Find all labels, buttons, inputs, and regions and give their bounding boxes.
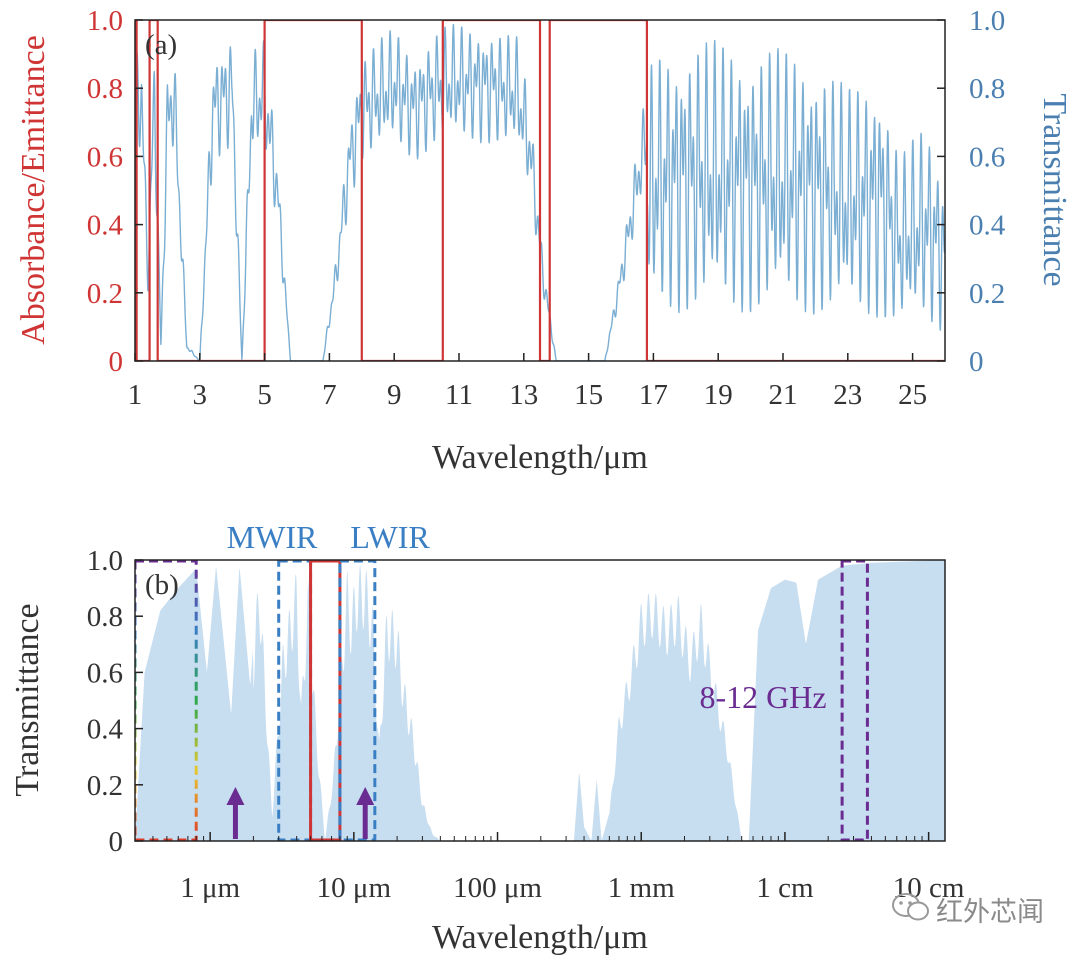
panel-label-b: (b) — [145, 569, 179, 601]
y-tick-label-left-a: 1.0 — [87, 5, 123, 37]
x-tick-label-b: 1 mm — [608, 872, 675, 904]
y-tick-label-b: 1.0 — [87, 545, 123, 577]
x-tick-label-a: 1 — [128, 379, 143, 411]
y-tick-label-right-a: 0.4 — [969, 210, 1006, 242]
y-tick-label-left-a: 0 — [109, 346, 124, 378]
x-ticks-b: 1 μm 10 μm 100 μm 1 mm 1 cm 10 cm — [134, 832, 965, 904]
x-tick-label-a: 13 — [509, 379, 538, 411]
y-ticks-left-a: 0 0.2 0.4 0.6 0.8 1.0 — [87, 5, 143, 378]
band-lwir — [338, 560, 377, 841]
x-tick-label-b: 1 μm — [180, 872, 240, 904]
chart-panel-a: 1 3 5 7 9 11 13 15 17 19 21 23 25 00.20.40.60.81.0 0… — [15, 5, 1073, 476]
x-tick-label-a: 3 — [193, 379, 208, 411]
x-tick-label-a: 15 — [574, 379, 603, 411]
x-ticks-a: 1 3 5 7 9 11 13 15 17 19 21 23 25 — [128, 353, 927, 411]
y-axis-label-left-a: Absorbance/Emittance — [15, 35, 52, 345]
y-tick-label-left-a: 0.8 — [87, 73, 123, 105]
x-tick-label-a: 7 — [322, 379, 337, 411]
x-tick-label-a: 17 — [639, 379, 668, 411]
y-tick-label-right-a: 0.6 — [969, 141, 1005, 173]
absorbance-line — [135, 20, 945, 361]
mwir-label: MWIR — [227, 519, 318, 555]
y-tick-label-b: 0 — [109, 826, 124, 858]
ghz-label: 8-12 GHz — [699, 679, 826, 715]
panel-label-a: (a) — [145, 29, 177, 61]
y-tick-label-right-a: 0.2 — [969, 278, 1005, 310]
x-tick-label-a: 25 — [898, 379, 927, 411]
arrow-head — [356, 787, 375, 805]
x-tick-label-a: 23 — [833, 379, 862, 411]
bands-b — [135, 560, 869, 841]
x-tick-label-a: 21 — [769, 379, 798, 411]
x-axis-label-a: Wavelength/μm — [432, 439, 648, 476]
y-tick-label-right-a: 0.8 — [969, 73, 1005, 105]
x-tick-label-b: 10 μm — [317, 872, 392, 904]
x-tick-label-b: 1 cm — [756, 872, 814, 904]
absorbance-series — [135, 20, 945, 361]
wechat-icon — [892, 893, 929, 921]
band-red-band — [309, 560, 342, 841]
y-tick-label-left-a: 0.4 — [87, 210, 124, 242]
y-ticks-b: 0 0.2 0.4 0.6 0.8 1.0 — [87, 545, 143, 858]
x-tick-label-a: 5 — [257, 379, 272, 411]
arrows-b — [226, 787, 375, 839]
y-tick-label-left-a: 0.6 — [87, 141, 123, 173]
y-tick-label-b: 0.2 — [87, 770, 123, 802]
transmittance-area-b — [135, 560, 945, 841]
y-axis-label-b: Transmittance — [9, 603, 46, 796]
watermark-text: 红外芯闻 — [936, 897, 1044, 928]
lwir-label: LWIR — [350, 519, 430, 555]
x-tick-label-a: 9 — [387, 379, 402, 411]
x-tick-label-a: 19 — [704, 379, 733, 411]
y-tick-label-left-a: 0.2 — [87, 278, 123, 310]
y-tick-label-b: 0.8 — [87, 601, 123, 633]
y-ticks-right-a: 0 0.2 0.4 0.6 0.8 1.0 — [937, 5, 1006, 378]
y-tick-label-right-a: 0 — [969, 346, 984, 378]
x-tick-label-a: 11 — [445, 379, 473, 411]
watermark: 红外芯闻 — [892, 893, 1044, 928]
y-tick-label-b: 0.6 — [87, 657, 123, 689]
arrow-head — [226, 787, 245, 805]
y-axis-label-right-a: Transmittance — [1036, 93, 1073, 286]
chart-panel-b: 1 μm 10 μm 100 μm 1 mm 1 cm 10 cm 00.20.40.60… — [9, 519, 965, 956]
x-tick-label-b: 10 cm — [893, 872, 965, 904]
x-tick-label-b: 100 μm — [453, 872, 542, 904]
y-tick-label-right-a: 1.0 — [969, 5, 1005, 37]
band-visible-nir — [135, 560, 198, 841]
plot-frame-a — [134, 19, 946, 362]
plot-frame-b — [134, 559, 946, 842]
y-tick-label-b: 0.4 — [87, 714, 124, 746]
x-axis-label-b: Wavelength/μm — [432, 919, 648, 956]
band-8-12-ghz — [840, 560, 869, 841]
